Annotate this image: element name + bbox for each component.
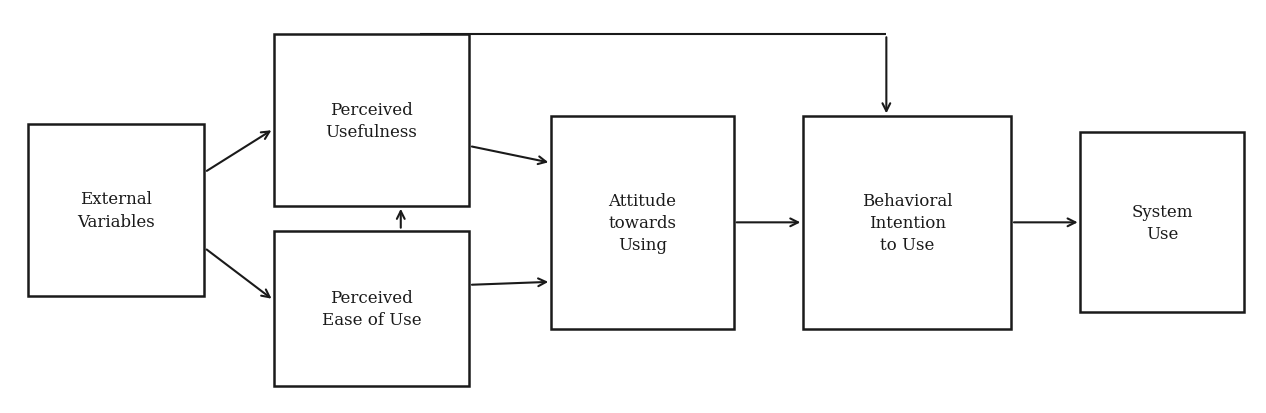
- FancyBboxPatch shape: [551, 117, 734, 329]
- Text: External
Variables: External Variables: [77, 191, 156, 230]
- Text: Perceived
Ease of Use: Perceived Ease of Use: [322, 289, 422, 328]
- Text: Perceived
Usefulness: Perceived Usefulness: [325, 101, 418, 140]
- FancyBboxPatch shape: [803, 117, 1012, 329]
- FancyBboxPatch shape: [1080, 133, 1244, 313]
- Text: System
Use: System Use: [1132, 203, 1193, 242]
- Text: Attitude
towards
Using: Attitude towards Using: [609, 192, 676, 254]
- FancyBboxPatch shape: [273, 231, 470, 386]
- FancyBboxPatch shape: [28, 125, 204, 296]
- Text: Behavioral
Intention
to Use: Behavioral Intention to Use: [862, 192, 952, 254]
- FancyBboxPatch shape: [273, 36, 470, 207]
